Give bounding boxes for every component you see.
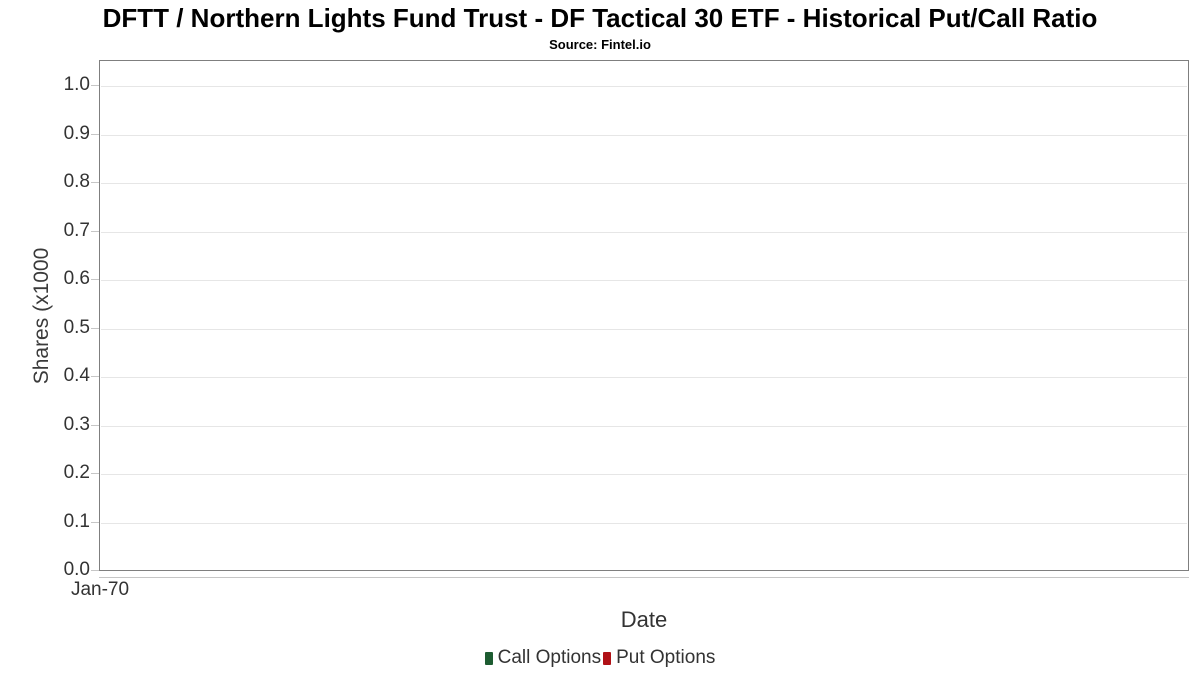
y-tick-mark (91, 134, 99, 135)
y-gridline (101, 474, 1187, 475)
y-tick-label: 0.6 (63, 268, 90, 289)
y-gridline (101, 183, 1187, 184)
legend-marker-icon (603, 651, 612, 665)
y-gridline (101, 377, 1187, 378)
y-tick-label: 0.9 (63, 123, 90, 144)
y-tick-label: 0.5 (63, 317, 90, 338)
y-tick-mark (91, 231, 99, 232)
legend-marker-icon (484, 651, 493, 665)
y-tick-mark (91, 85, 99, 86)
y-gridline (101, 280, 1187, 281)
y-gridline (101, 232, 1187, 233)
y-tick-mark (91, 425, 99, 426)
y-tick-label: 0.3 (63, 414, 90, 435)
y-tick-label: 0.7 (63, 220, 90, 241)
y-tick-mark (91, 376, 99, 377)
legend-item-label: Put Options (616, 647, 716, 668)
y-gridline (101, 135, 1187, 136)
legend-item-put-options[interactable]: Put Options (603, 647, 715, 669)
chart-title: DFTT / Northern Lights Fund Trust - DF T… (102, 3, 1098, 33)
y-tick-label: 0.1 (63, 511, 90, 532)
y-gridline (101, 523, 1187, 524)
y-tick-label: 1.0 (63, 74, 90, 95)
y-gridline (101, 86, 1187, 87)
legend-item-call-options[interactable]: Call Options (484, 647, 602, 669)
x-tick-label: Jan-70 (70, 579, 130, 600)
y-tick-mark (91, 522, 99, 523)
y-tick-mark (91, 473, 99, 474)
y-tick-label: 0.4 (63, 365, 90, 386)
y-tick-label: 0.8 (63, 171, 90, 192)
y-gridline (101, 329, 1187, 330)
y-tick-mark (91, 328, 99, 329)
y-tick-mark (91, 182, 99, 183)
y-tick-label: 0.0 (63, 559, 90, 580)
x-axis-line (99, 577, 1189, 578)
y-tick-label: 0.2 (63, 462, 90, 483)
legend: Call Options Put Options (0, 645, 1200, 671)
plot-area (99, 60, 1189, 571)
y-tick-mark (91, 570, 99, 571)
y-gridline (101, 426, 1187, 427)
legend-item-label: Call Options (497, 647, 602, 668)
x-axis-title: Date (620, 607, 668, 632)
y-tick-mark (91, 279, 99, 280)
chart-subtitle: Source: Fintel.io (549, 37, 651, 52)
